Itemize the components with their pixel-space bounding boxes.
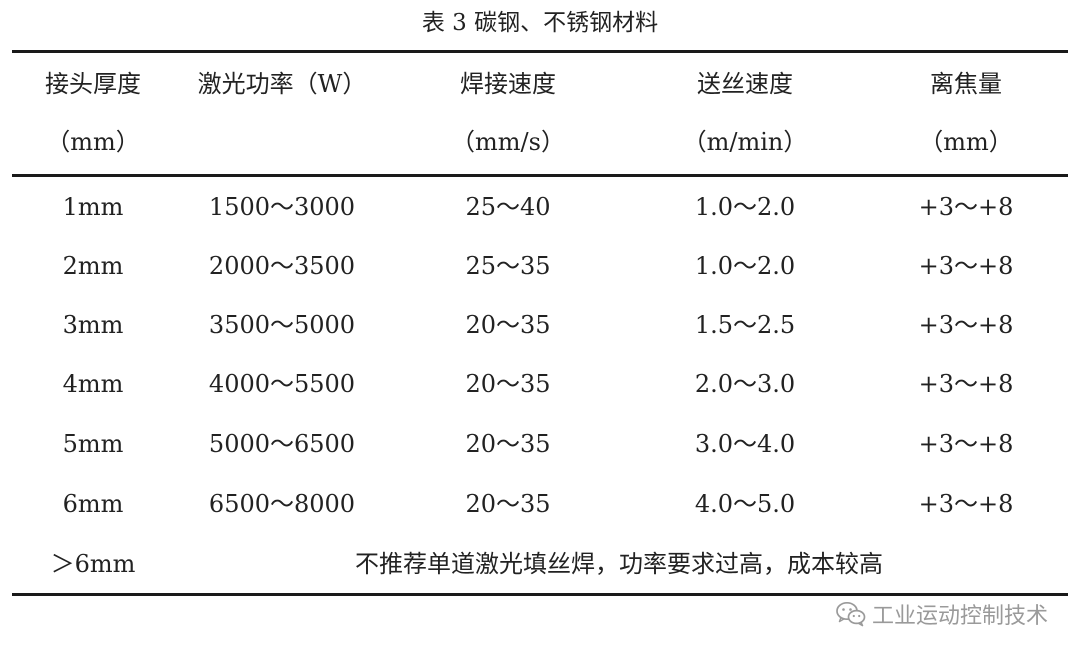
cell-defocus: +3～+8 — [918, 490, 1014, 518]
cell-thickness: 6mm — [62, 490, 124, 518]
cell-weld-speed: 20～35 — [465, 490, 551, 518]
table-bottom-rule — [12, 593, 1068, 596]
header-weld-speed-title: 焊接速度 — [460, 70, 556, 98]
cell-feed-speed: 4.0～5.0 — [694, 490, 796, 518]
cell-power: 5000～6500 — [208, 430, 356, 458]
watermark: 工业运动控制技术 — [836, 596, 1048, 632]
table-header-rule — [12, 174, 1068, 177]
cell-defocus: +3～+8 — [918, 370, 1014, 398]
header-defocus-unit: （mm） — [919, 128, 1013, 156]
table-top-rule — [12, 50, 1068, 53]
cell-defocus: +3～+8 — [918, 430, 1014, 458]
cell-weld-speed: 20～35 — [465, 311, 551, 339]
cell-defocus: +3～+8 — [918, 311, 1014, 339]
cell-feed-speed: 1.0～2.0 — [694, 193, 796, 221]
cell-weld-speed: 20～35 — [465, 370, 551, 398]
cell-thickness: 5mm — [62, 430, 124, 458]
cell-thickness: ＞6mm — [50, 550, 136, 578]
header-thickness-unit: （mm） — [46, 128, 140, 156]
header-defocus-title: 离焦量 — [930, 70, 1002, 98]
cell-weld-speed: 25～35 — [465, 252, 551, 280]
cell-feed-speed: 1.5～2.5 — [694, 311, 796, 339]
cell-power: 2000～3500 — [208, 252, 356, 280]
cell-feed-speed: 3.0～4.0 — [694, 430, 796, 458]
header-feed-speed-title: 送丝速度 — [697, 70, 793, 98]
wechat-icon — [836, 601, 866, 627]
cell-defocus: +3～+8 — [918, 193, 1014, 221]
header-power-title: 激光功率（W） — [197, 70, 367, 98]
cell-note: 不推荐单道激光填丝焊，功率要求过高，成本较高 — [355, 550, 883, 578]
watermark-text: 工业运动控制技术 — [871, 604, 1048, 629]
cell-weld-speed: 20～35 — [465, 430, 551, 458]
cell-defocus: +3～+8 — [918, 252, 1014, 280]
header-weld-speed-unit: （mm/s） — [451, 128, 565, 156]
cell-power: 4000～5500 — [208, 370, 356, 398]
table-caption: 表 3 碳钢、不锈钢材料 — [421, 10, 659, 36]
cell-power: 1500～3000 — [208, 193, 356, 221]
cell-power: 6500～8000 — [208, 490, 356, 518]
cell-thickness: 4mm — [62, 370, 124, 398]
cell-power: 3500～5000 — [208, 311, 356, 339]
cell-feed-speed: 1.0～2.0 — [694, 252, 796, 280]
cell-weld-speed: 25～40 — [465, 193, 551, 221]
cell-thickness: 2mm — [62, 252, 124, 280]
header-thickness-title: 接头厚度 — [45, 70, 141, 98]
cell-feed-speed: 2.0～3.0 — [694, 370, 796, 398]
cell-thickness: 3mm — [62, 311, 124, 339]
header-feed-speed-unit: （m/min） — [682, 128, 808, 156]
cell-thickness: 1mm — [62, 193, 124, 221]
